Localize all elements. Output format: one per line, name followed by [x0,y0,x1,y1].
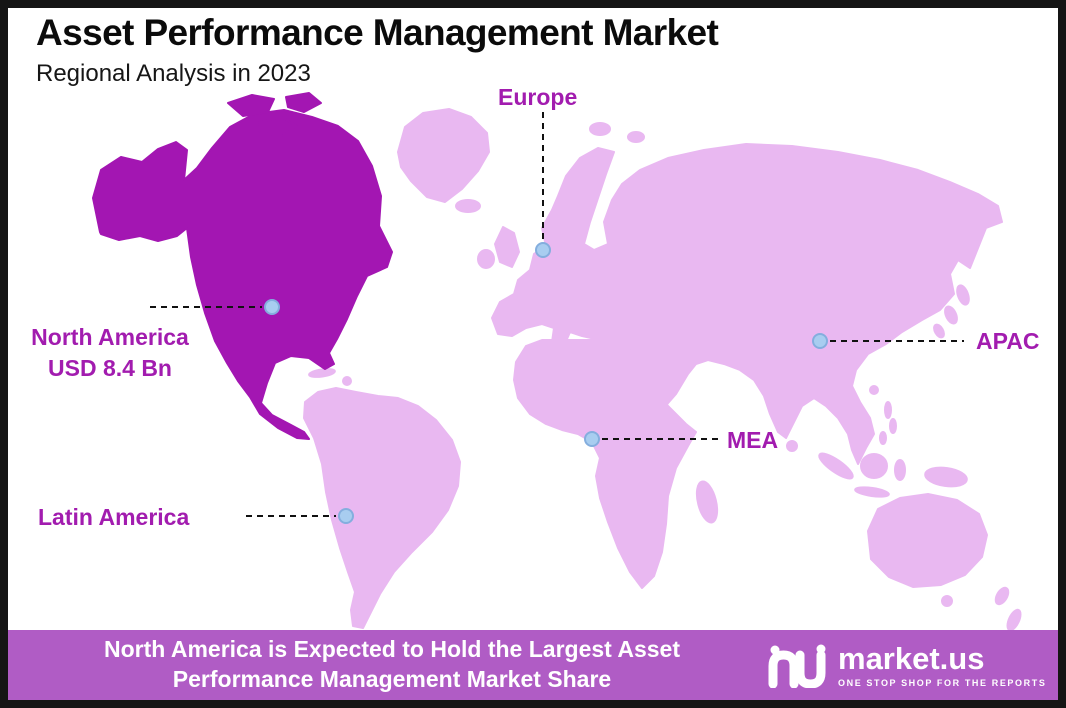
page-title: Asset Performance Management Market [36,12,719,53]
landmass-sri-lanka [786,440,798,452]
brand-tagline: ONE STOP SHOP FOR THE REPORTS [838,677,1047,688]
footer-message-line2: Performance Management Market Share [172,666,612,692]
marketus-brand: market.us ONE STOP SHOP FOR THE REPORTS [768,642,1046,688]
landmass-britain [494,226,520,268]
footer-banner: North America is Expected to Hold the La… [8,630,1058,700]
landmass-japan-3 [933,323,945,339]
landmass-java [854,486,890,498]
mea-marker [584,431,600,447]
landmass-novaya-zemlya [627,131,645,143]
landmass-ireland [477,249,495,269]
europe-marker [535,242,551,258]
landmass-new-zealand-south [1006,608,1022,632]
north-america-marker [264,299,280,315]
landmass-south-america [303,387,461,629]
label-apac: APAC [976,328,1040,354]
page-subtitle: Regional Analysis in 2023 [36,59,311,87]
landmass-africa [513,339,697,589]
landmass-hispaniola [342,376,352,386]
brand-name: market.us [838,640,985,676]
landmass-taiwan [869,385,879,395]
landmass-new-zealand-north [994,586,1010,606]
landmass-sumatra [818,452,854,480]
landmass-arctic-island-2 [285,92,322,113]
landmass-sulawesi [894,459,906,481]
landmass-svalbard [589,122,611,136]
marketus-logo-icon [768,644,826,688]
label-mea: MEA [727,427,779,453]
landmass-japan-1 [956,284,970,306]
apac-marker [812,333,828,349]
landmass-arctic-island-1 [227,94,275,117]
label-north-america: North America USD 8.4 Bn [10,322,210,384]
label-north-america-name: North America [31,324,189,350]
landmass-philippines-1 [884,401,892,419]
latin-america-marker [338,508,354,524]
landmass-borneo [860,453,888,479]
landmass-new-guinea [924,466,968,488]
brand-text: market.us ONE STOP SHOP FOR THE REPORTS [838,643,1046,688]
landmass-japan-2 [944,305,958,325]
landmass-australia [867,493,988,588]
landmass-greenland [397,108,490,203]
label-north-america-value: USD 8.4 Bn [48,355,172,382]
header: Asset Performance Management Market Regi… [36,12,719,88]
footer-message-line1: North America is Expected to Hold the La… [104,636,680,663]
landmass-tasmania [941,595,953,607]
landmass-madagascar [695,480,719,524]
label-europe: Europe [498,84,578,110]
landmass-arctic-island-3 [256,116,298,137]
landmass-philippines-2 [889,418,897,434]
footer-message: North America is Expected to Hold the La… [42,635,742,695]
label-latin-america: Latin America [38,504,190,530]
landmass-philippines-3 [879,431,887,445]
landmass-cuba [308,368,336,378]
landmass-iceland [455,199,481,213]
landmass-north-america-highlight [92,109,393,440]
